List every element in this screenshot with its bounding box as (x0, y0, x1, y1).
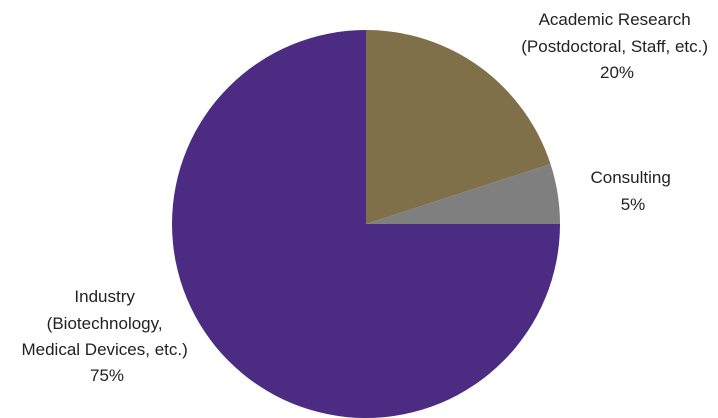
slice-label-industry: Industry (Biotechnology, Medical Devices… (21, 287, 192, 385)
pie-slice-academic-research (366, 30, 551, 224)
slice-label-consulting-value: 5% (621, 195, 646, 214)
slice-label-academic: Academic Research (Postdoctoral, Staff, … (521, 10, 713, 82)
slice-label-consulting-line-1: Consulting (590, 168, 670, 187)
pie-slices (172, 30, 560, 418)
slice-label-academic-line-2: (Postdoctoral, Staff, etc.) (521, 37, 708, 56)
slice-label-academic-line-1: Academic Research (539, 10, 691, 29)
slice-label-industry-value: 75% (90, 366, 124, 385)
slice-label-industry-line-2: (Biotechnology, (47, 314, 163, 333)
pie-slice-consulting (366, 164, 560, 224)
slice-label-industry-line-1: Industry (74, 287, 135, 306)
slice-label-industry-line-3: Medical Devices, etc.) (21, 340, 187, 359)
slice-label-academic-value: 20% (600, 63, 634, 82)
slice-label-consulting: Consulting 5% (590, 168, 675, 214)
pie-slice-industry (172, 30, 560, 418)
